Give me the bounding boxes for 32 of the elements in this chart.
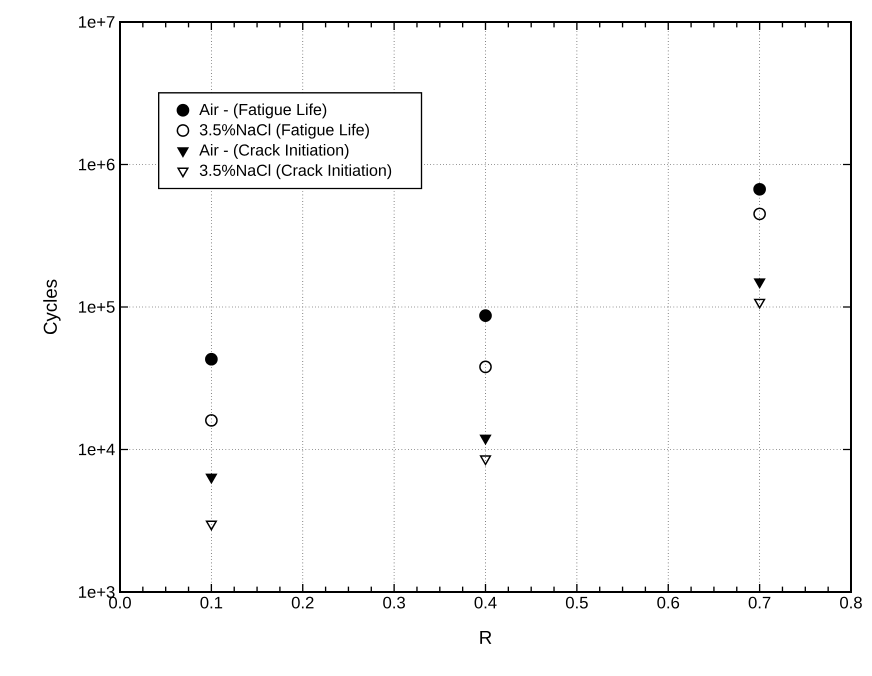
x-axis-title: R [480, 630, 492, 644]
x-tick-label: 0.2 [292, 596, 314, 609]
point [480, 455, 492, 466]
point [480, 434, 492, 445]
point [206, 520, 217, 530]
legend-label: 3.5%NaCl (Crack Initiation) [200, 164, 392, 180]
x-tick-label: 0.6 [657, 596, 680, 609]
point [479, 309, 492, 322]
point [205, 414, 218, 427]
y-tick-label: 1e+4 [79, 444, 115, 456]
legend-label: Air - (Fatigue Life) [199, 103, 326, 118]
x-tick-label: 0.0 [109, 596, 131, 609]
y-tick-label: 1e+6 [79, 158, 115, 170]
y-tick-label: 1e+5 [79, 301, 115, 313]
y-tick-label: 1e+7 [79, 16, 114, 28]
point [479, 360, 492, 374]
legend-label: Air - (Crack Initiation) [199, 144, 348, 159]
x-tick-label: 0.7 [748, 596, 770, 609]
x-tick-label: 0.4 [474, 596, 497, 609]
x-tick-label: 0.5 [566, 596, 588, 609]
point [754, 298, 766, 309]
y-axis-title: Cycles [43, 280, 61, 334]
y-tick-label: 1e+3 [79, 586, 115, 598]
point [205, 352, 218, 366]
x-tick-label: 0.1 [200, 596, 222, 609]
point [206, 474, 217, 484]
point [753, 182, 766, 196]
point [754, 278, 766, 288]
point [753, 208, 766, 220]
x-tick-label: 0.3 [383, 596, 405, 609]
legend-label: 3.5%NaCl (Fatigue Life) [200, 124, 369, 139]
x-tick-label: 0.8 [840, 596, 862, 609]
